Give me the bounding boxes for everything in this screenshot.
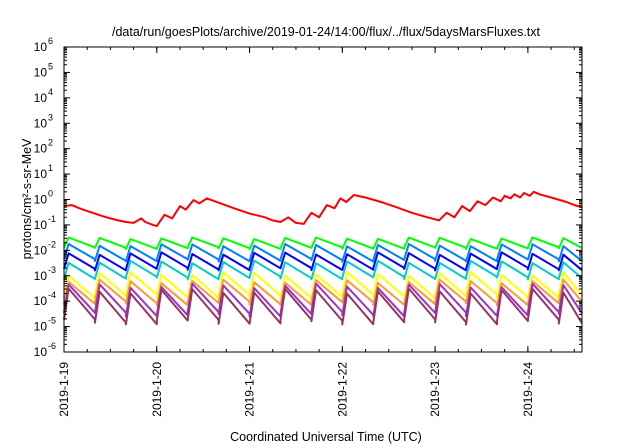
y-tick-exponent: 5 [48, 61, 53, 71]
x-tick-label: 2019-1-20 [150, 362, 164, 417]
y-tick-exponent: -5 [48, 316, 56, 326]
chart-title: /data/run/goesPlots/archive/2019-01-24/1… [112, 25, 541, 39]
y-tick-exponent: -1 [48, 214, 56, 224]
series-line-8 [63, 287, 583, 326]
y-tick-label: 10 [34, 294, 48, 308]
y-tick-exponent: 6 [48, 36, 53, 46]
series-line-4 [63, 259, 583, 281]
series-line-0 [63, 190, 583, 228]
x-tick-label: 2019-1-19 [57, 362, 71, 417]
y-tick-exponent: -6 [48, 341, 56, 351]
x-tick-label: 2019-1-24 [521, 362, 535, 417]
series-line-7 [63, 282, 583, 318]
x-tick-label: 2019-1-21 [243, 362, 257, 417]
y-tick-label: 10 [34, 167, 48, 181]
y-tick-label: 10 [34, 65, 48, 79]
series-line-1 [63, 236, 583, 251]
y-tick-label: 10 [34, 91, 48, 105]
y-tick-label: 10 [34, 345, 48, 359]
y-axis-label: protons/cm²-s-sr-MeV [20, 138, 34, 260]
y-tick-label: 10 [34, 116, 48, 130]
series-line-3 [63, 251, 583, 272]
y-tick-label: 10 [34, 269, 48, 283]
series-line-6 [63, 278, 583, 307]
y-tick-exponent: 1 [48, 163, 53, 173]
y-axis: 10 -610 -510 -410 -310 -210 -110 010 110 210 310 41… [34, 36, 582, 359]
y-tick-exponent: 2 [48, 138, 53, 148]
x-tick-label: 2019-1-23 [428, 362, 442, 417]
series-line-2 [63, 243, 583, 263]
series-layer [63, 190, 583, 326]
y-tick-label: 10 [34, 320, 48, 334]
x-tick-label: 2019-1-22 [335, 362, 349, 417]
y-tick-label: 10 [34, 40, 48, 54]
y-tick-exponent: 4 [48, 87, 53, 97]
y-tick-exponent: -2 [48, 239, 56, 249]
y-tick-exponent: 3 [48, 112, 53, 122]
y-tick-label: 10 [34, 193, 48, 207]
y-tick-exponent: 0 [48, 189, 53, 199]
y-tick-exponent: -4 [48, 290, 56, 300]
series-line-5 [63, 270, 583, 300]
x-axis-label: Coordinated Universal Time (UTC) [230, 430, 422, 444]
y-tick-label: 10 [34, 243, 48, 257]
y-tick-label: 10 [34, 218, 48, 232]
y-tick-exponent: -3 [48, 265, 56, 275]
y-tick-label: 10 [34, 142, 48, 156]
x-axis: 2019-1-19 2019-1-20 2019-1-21 2019-1-22 2019… [57, 47, 575, 417]
